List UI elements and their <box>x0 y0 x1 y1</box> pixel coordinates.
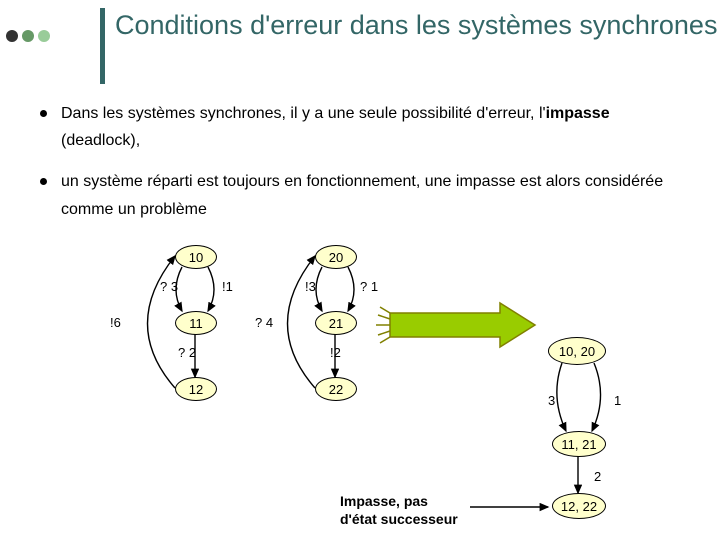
a1-node-11-label: 11 <box>189 316 203 331</box>
a1-node-10: 10 <box>175 245 217 269</box>
prod-edge-2: 2 <box>594 469 601 484</box>
prod-node-1020-label: 10, 20 <box>559 344 595 359</box>
bullet-1: Dans les systèmes synchrones, il y a une… <box>40 100 680 154</box>
a1-edge-e6: !6 <box>110 315 121 330</box>
a2-node-21-label: 21 <box>329 316 343 331</box>
a2-edge-e3: !3 <box>305 279 316 294</box>
bullet-dot <box>40 110 47 117</box>
prod-edge-1: 1 <box>614 393 621 408</box>
prod-node-1222: 12, 22 <box>552 493 606 519</box>
page-title: Conditions d'erreur dans les systèmes sy… <box>115 8 717 43</box>
impasse-label: Impasse, pas d'état successeur <box>340 493 458 528</box>
deco-dot-3 <box>38 30 50 42</box>
a2-node-22: 22 <box>315 377 357 401</box>
bullet-1-pre: Dans les systèmes synchrones, il y a une… <box>61 105 546 122</box>
a2-edge-q1: ? 1 <box>360 279 378 294</box>
prod-node-1020: 10, 20 <box>548 337 606 365</box>
deco-dot-2 <box>22 30 34 42</box>
a1-node-12: 12 <box>175 377 217 401</box>
a2-node-20-label: 20 <box>329 250 343 265</box>
a1-node-12-label: 12 <box>189 382 203 397</box>
a1-edge-e1: !1 <box>222 279 233 294</box>
a2-edge-e2: !2 <box>330 345 341 360</box>
a1-edge-q2: ? 2 <box>178 345 196 360</box>
bullet-list: Dans les systèmes synchrones, il y a une… <box>40 100 680 237</box>
a2-node-22-label: 22 <box>329 382 343 397</box>
a2-node-21: 21 <box>315 311 357 335</box>
impasse-line1: Impasse, pas <box>340 493 428 509</box>
title-bar <box>100 8 105 84</box>
a1-edge-q3: ? 3 <box>160 279 178 294</box>
prod-node-1121-label: 11, 21 <box>561 437 596 452</box>
diagram-area: 10 11 12 ? 3 !1 ? 2 !6 20 21 22 !3 ? 1 !… <box>0 235 720 540</box>
impasse-line2: d'état successeur <box>340 511 458 527</box>
a1-node-11: 11 <box>175 311 217 335</box>
deco-dots <box>6 30 50 42</box>
bullet-2-pre: un système réparti est toujours en fonct… <box>61 173 663 217</box>
prod-node-1222-label: 12, 22 <box>561 499 597 514</box>
bullet-dot <box>40 178 47 185</box>
deco-dot-1 <box>6 30 18 42</box>
a1-node-10-label: 10 <box>189 250 203 265</box>
a2-edge-q4: ? 4 <box>255 315 273 330</box>
bullet-1-bold: impasse <box>546 105 610 122</box>
prod-node-1121: 11, 21 <box>552 431 606 457</box>
bullet-1-post: (deadlock), <box>61 132 140 149</box>
a2-node-20: 20 <box>315 245 357 269</box>
title-block: Conditions d'erreur dans les systèmes sy… <box>100 8 717 84</box>
prod-edge-3: 3 <box>548 393 555 408</box>
bullet-2: un système réparti est toujours en fonct… <box>40 168 680 222</box>
